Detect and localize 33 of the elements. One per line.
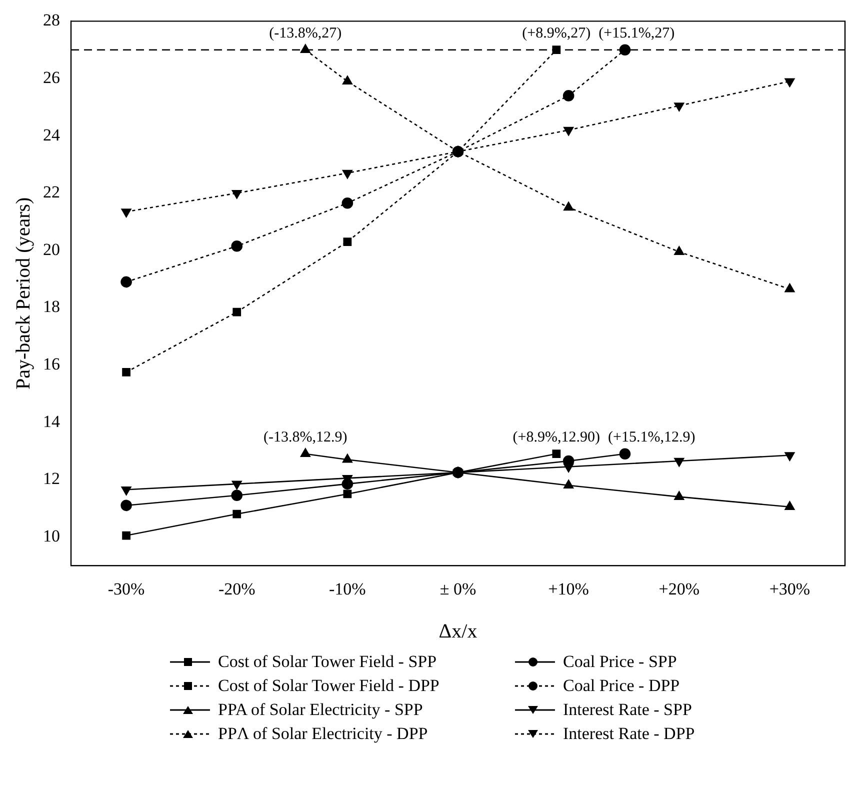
legend-label: PPA of Solar Electricity - SPP (218, 700, 423, 720)
x-tick-label: +10% (548, 579, 589, 598)
legend-label: Coal Price - SPP (563, 652, 677, 672)
x-tick-label: ± 0% (440, 579, 476, 598)
legend-label: Coal Price - DPP (563, 676, 680, 696)
y-tick-label: 12 (43, 469, 60, 488)
annotation: (-13.8%,12.9) (264, 429, 348, 446)
legend-label: Cost of Solar Tower Field - SPP (218, 652, 437, 672)
annotation: (+15.1%,27) (598, 25, 675, 42)
legend-label: Interest Rate - SPP (563, 700, 692, 720)
y-tick-label: 28 (43, 10, 60, 30)
y-tick-label: 20 (43, 240, 60, 259)
annotation: (-13.8%,27) (269, 25, 342, 42)
y-tick-label: 14 (43, 412, 60, 431)
y-tick-label: 16 (43, 354, 60, 374)
y-tick-label: 22 (43, 182, 60, 202)
legend-label: Interest Rate - DPP (563, 724, 695, 744)
x-tick-label: -10% (329, 579, 366, 598)
y-tick-label: 18 (43, 297, 60, 316)
annotation: (+8.9%,27) (522, 25, 591, 42)
y-axis-title: Pay-back Period (years) (12, 197, 34, 390)
annotation: (+15.1%,12.9) (608, 429, 696, 446)
annotation: (+8.9%,12.90) (512, 429, 600, 446)
y-tick-label: 10 (43, 526, 60, 546)
x-tick-label: +30% (769, 579, 810, 598)
y-tick-label: 24 (43, 125, 60, 144)
legend-label: PPΛ of Solar Electricity - DPP (218, 724, 428, 744)
x-tick-label: +20% (658, 579, 700, 598)
x-axis-title: Δx/x (438, 620, 478, 642)
x-tick-label: -30% (108, 579, 145, 598)
legend-label: Cost of Solar Tower Field - DPP (218, 676, 440, 696)
x-tick-label: -20% (218, 579, 256, 598)
y-tick-label: 26 (43, 68, 60, 87)
